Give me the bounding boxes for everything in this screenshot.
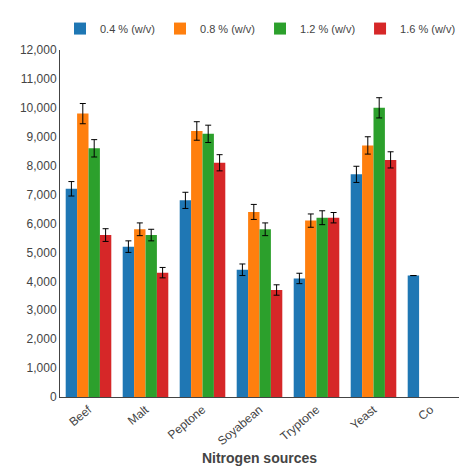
svg-text:Co: Co bbox=[416, 402, 437, 423]
svg-text:4,000: 4,000 bbox=[27, 275, 57, 289]
svg-text:6,000: 6,000 bbox=[27, 217, 57, 231]
svg-text:7,000: 7,000 bbox=[27, 188, 57, 202]
svg-text:Malt: Malt bbox=[125, 402, 152, 428]
svg-text:Tryptone: Tryptone bbox=[277, 402, 322, 443]
svg-text:8,000: 8,000 bbox=[27, 159, 57, 173]
svg-text:0.8 % (w/v): 0.8 % (w/v) bbox=[200, 23, 255, 35]
svg-text:3,000: 3,000 bbox=[27, 303, 57, 317]
svg-text:1,000: 1,000 bbox=[27, 361, 57, 375]
svg-text:1.2 % (w/v): 1.2 % (w/v) bbox=[300, 23, 355, 35]
svg-text:5,000: 5,000 bbox=[27, 246, 57, 260]
svg-text:12,000: 12,000 bbox=[20, 43, 57, 57]
svg-text:9,000: 9,000 bbox=[27, 130, 57, 144]
svg-text:0.4 % (w/v): 0.4 % (w/v) bbox=[100, 23, 155, 35]
svg-text:Yeast: Yeast bbox=[348, 402, 380, 432]
svg-text:10,000: 10,000 bbox=[20, 101, 57, 115]
svg-text:2,000: 2,000 bbox=[27, 332, 57, 346]
svg-text:0: 0 bbox=[50, 390, 57, 404]
svg-text:Nitrogen sources: Nitrogen sources bbox=[202, 450, 317, 466]
svg-text:Soyabean: Soyabean bbox=[215, 403, 265, 448]
svg-text:1.6 % (w/v): 1.6 % (w/v) bbox=[400, 23, 455, 35]
svg-text:11,000: 11,000 bbox=[21, 72, 57, 86]
svg-text:Beef: Beef bbox=[66, 402, 94, 429]
svg-text:Peptone: Peptone bbox=[165, 402, 208, 442]
